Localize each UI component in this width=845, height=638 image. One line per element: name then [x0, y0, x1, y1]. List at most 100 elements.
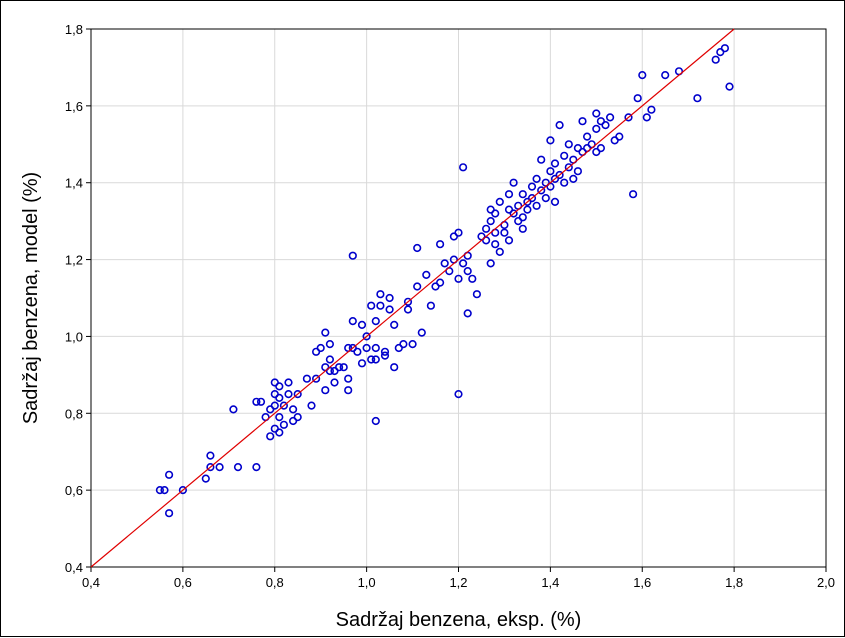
data-point — [573, 167, 583, 176]
data-point — [344, 386, 353, 395]
data-point — [367, 355, 376, 364]
x-tick-label: 2,0 — [817, 575, 835, 590]
data-point — [252, 463, 261, 472]
data-point — [523, 205, 532, 214]
data-point — [307, 401, 316, 410]
data-point — [661, 70, 670, 80]
data-point — [357, 320, 367, 330]
data-point — [252, 397, 261, 406]
data-point — [275, 428, 284, 437]
data-point — [454, 390, 463, 399]
data-point — [463, 309, 472, 318]
data-point — [275, 393, 284, 403]
data-point — [518, 190, 527, 199]
data-point — [165, 509, 174, 518]
data-point — [385, 305, 394, 314]
reference-line — [90, 28, 735, 568]
data-point — [289, 416, 298, 426]
data-point — [463, 267, 472, 276]
data-point — [555, 170, 564, 180]
data-point — [284, 390, 293, 399]
data-point — [504, 236, 514, 245]
data-point — [403, 297, 413, 306]
x-tick-label: 1,0 — [358, 575, 376, 590]
y-tick-label: 0,6 — [65, 483, 83, 498]
data-point — [266, 432, 275, 441]
data-point — [509, 209, 518, 218]
data-point — [491, 209, 500, 218]
data-point — [155, 486, 164, 495]
data-point — [256, 397, 266, 406]
data-point — [426, 301, 436, 310]
data-point — [468, 274, 477, 283]
data-point — [270, 401, 279, 410]
data-point — [293, 413, 302, 422]
data-point — [711, 55, 720, 64]
data-point — [390, 363, 399, 372]
data-point — [596, 117, 606, 126]
data-point — [390, 320, 399, 330]
data-point — [302, 374, 312, 383]
data-point — [527, 194, 537, 203]
data-point — [569, 174, 578, 183]
data-point — [376, 290, 385, 299]
data-point — [413, 243, 422, 253]
data-point — [592, 147, 601, 157]
data-point — [532, 174, 541, 183]
y-tick-label: 1,4 — [65, 176, 83, 191]
data-point — [550, 159, 560, 168]
data-point — [165, 470, 174, 479]
data-point — [339, 363, 348, 372]
data-point — [371, 317, 380, 326]
data-point — [422, 270, 431, 280]
data-point — [518, 213, 527, 222]
data-point — [413, 282, 422, 291]
data-point — [178, 486, 187, 495]
data-point — [537, 186, 546, 195]
data-point — [633, 94, 642, 103]
data-point — [325, 340, 335, 349]
data-point — [362, 332, 371, 341]
data-point — [605, 113, 615, 122]
data-point — [293, 390, 302, 399]
data-point — [348, 251, 357, 260]
data-point — [491, 240, 500, 249]
data-point — [638, 70, 647, 80]
data-point — [592, 124, 601, 133]
data-point — [582, 132, 592, 141]
data-point — [459, 163, 468, 172]
data-point — [546, 136, 555, 145]
grid-lines — [91, 29, 826, 567]
data-point — [560, 151, 569, 160]
y-tick-label: 1,6 — [65, 99, 83, 114]
data-point — [325, 355, 335, 364]
data-point — [316, 343, 325, 353]
data-points — [155, 44, 734, 518]
data-point — [321, 386, 330, 395]
data-point — [284, 378, 293, 387]
data-point — [371, 416, 380, 426]
data-point — [642, 113, 651, 122]
data-point — [408, 340, 417, 349]
data-point — [353, 347, 362, 356]
data-point — [564, 140, 573, 149]
data-point — [578, 117, 587, 126]
data-point — [527, 182, 537, 191]
y-tick-label: 0,8 — [65, 406, 83, 421]
data-point — [555, 120, 564, 130]
data-point — [380, 351, 390, 360]
data-point — [550, 174, 560, 183]
x-tick-label: 1,6 — [633, 575, 651, 590]
x-axis-title: Sadržaj benzena, eksp. (%) — [336, 609, 582, 631]
data-point — [541, 194, 550, 203]
data-point — [440, 259, 449, 268]
data-point — [550, 197, 560, 206]
data-point — [330, 378, 339, 387]
data-point — [504, 205, 514, 214]
data-point — [275, 413, 284, 422]
data-point — [367, 301, 376, 310]
data-point — [279, 420, 289, 429]
data-point — [693, 94, 702, 103]
y-tick-label: 1,8 — [65, 22, 83, 37]
